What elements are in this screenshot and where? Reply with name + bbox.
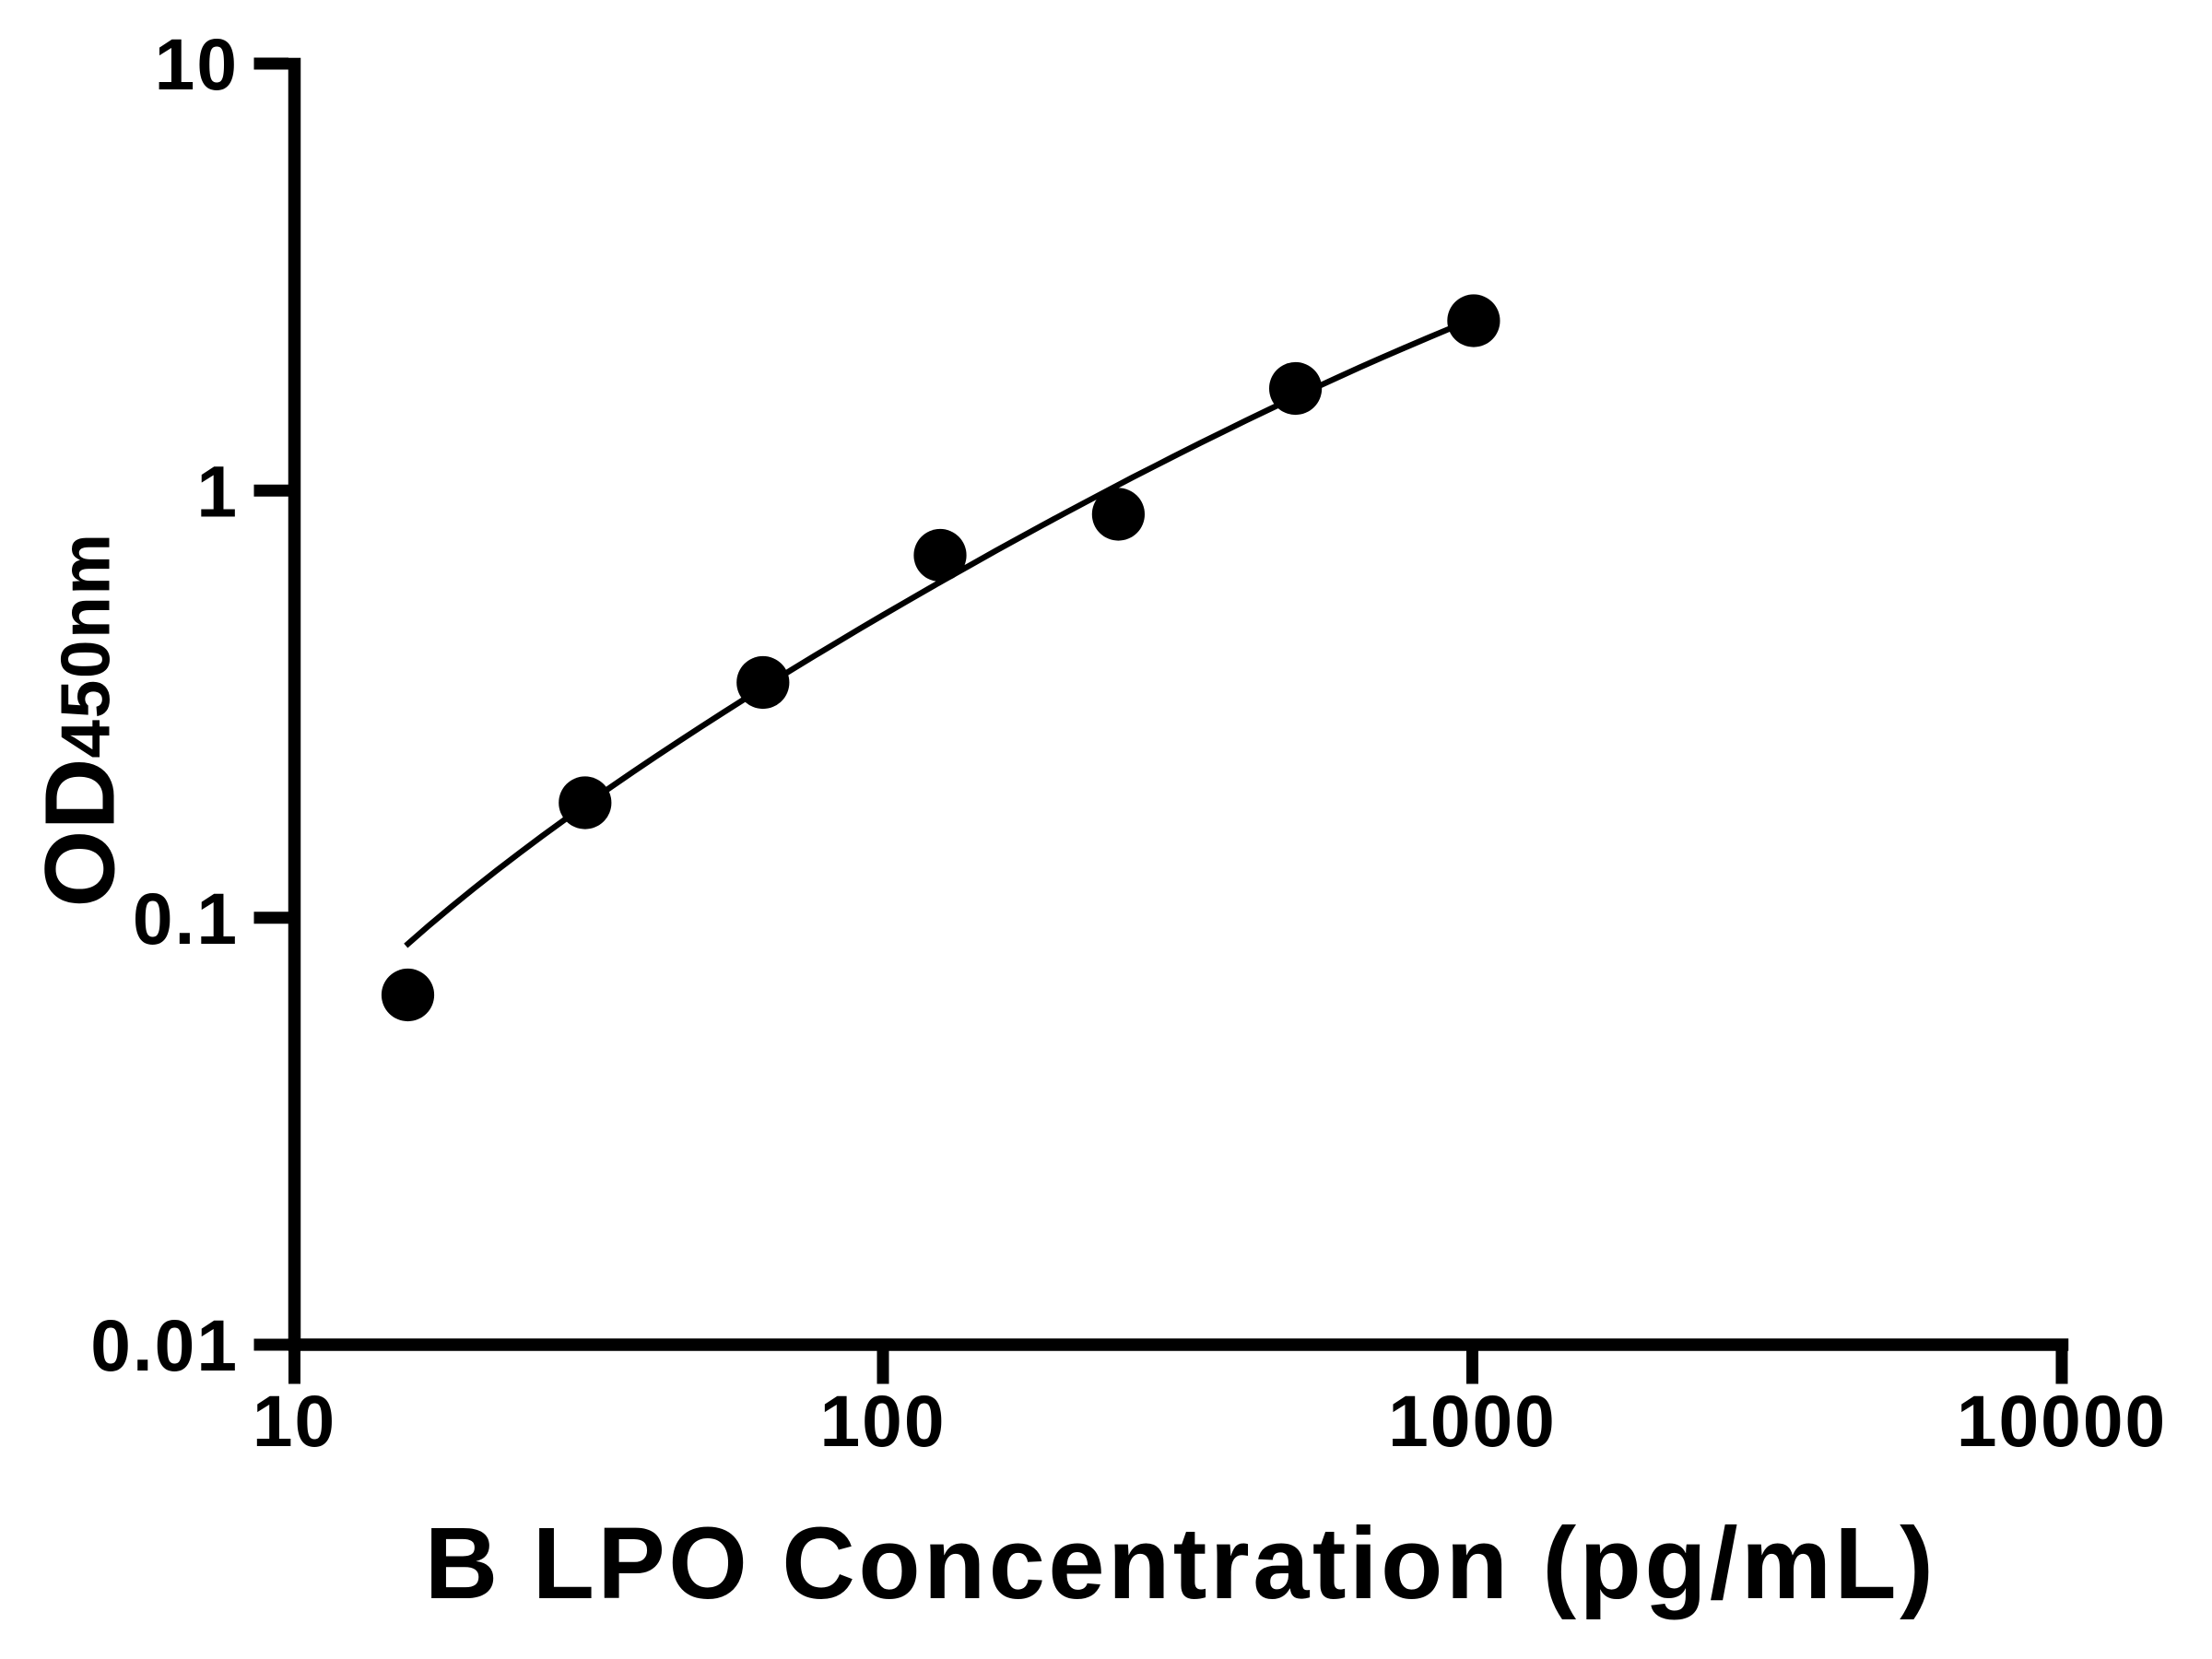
- svg-text:10000: 10000: [1957, 1381, 2167, 1462]
- svg-text:10: 10: [155, 24, 239, 105]
- svg-text:0.01: 0.01: [90, 1305, 239, 1386]
- svg-text:1: 1: [196, 451, 239, 532]
- svg-text:1000: 1000: [1388, 1381, 1557, 1462]
- svg-text:B LPO Concentration (pg/mL): B LPO Concentration (pg/mL): [425, 1507, 1937, 1620]
- svg-text:10: 10: [253, 1381, 336, 1462]
- svg-text:OD450nm: OD450nm: [23, 532, 135, 907]
- svg-text:0.1: 0.1: [133, 878, 239, 959]
- svg-text:100: 100: [820, 1381, 947, 1462]
